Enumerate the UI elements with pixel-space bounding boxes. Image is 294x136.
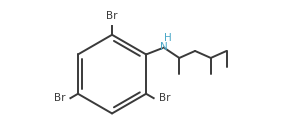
Text: Br: Br xyxy=(54,93,65,103)
Text: Br: Br xyxy=(106,11,118,21)
Text: H: H xyxy=(164,33,172,43)
Text: Br: Br xyxy=(159,93,171,103)
Text: N: N xyxy=(160,42,168,52)
